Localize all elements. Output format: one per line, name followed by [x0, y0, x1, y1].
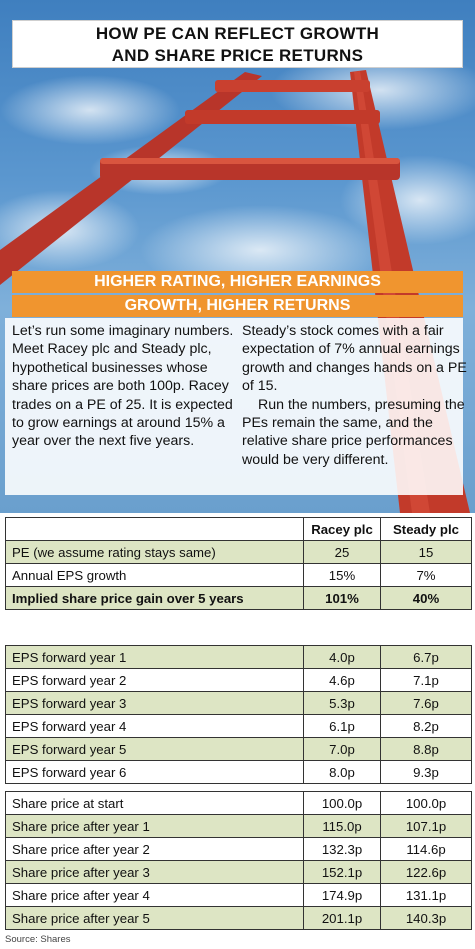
table-row: EPS forward year 2 4.6p 7.1p [5, 668, 472, 692]
steady-value: 8.8p [380, 737, 472, 761]
steady-value: 107.1p [380, 814, 472, 838]
table-row: EPS forward year 6 8.0p 9.3p [5, 760, 472, 784]
racey-value: 101% [303, 586, 381, 610]
subtitle-line-2: GROWTH, HIGHER RETURNS [12, 295, 463, 317]
racey-value: 4.6p [303, 668, 381, 692]
racey-value: 132.3p [303, 837, 381, 861]
racey-value: 15% [303, 563, 381, 587]
table-row: Share price after year 4 174.9p 131.1p [5, 883, 472, 907]
row-label: Share price after year 5 [5, 906, 304, 930]
body-text-left: Let’s run some imaginary numbers. Meet R… [12, 323, 234, 450]
steady-value: 9.3p [380, 760, 472, 784]
racey-value: 152.1p [303, 860, 381, 884]
table-row: Implied share price gain over 5 years 10… [5, 586, 472, 610]
racey-value: 8.0p [303, 760, 381, 784]
eps-table: EPS forward year 1 4.0p 6.7p EPS forward… [5, 645, 472, 784]
source-note: Source: Shares [5, 934, 71, 945]
body-text-right-p1: Steady’s stock comes with a fair expecta… [242, 323, 467, 395]
steady-value: 40% [380, 586, 472, 610]
row-label: EPS forward year 2 [5, 668, 304, 692]
steady-value: 140.3p [380, 906, 472, 930]
table-row: Share price at start 100.0p 100.0p [5, 791, 472, 815]
table-row: Share price after year 1 115.0p 107.1p [5, 814, 472, 838]
row-label: Share price at start [5, 791, 304, 815]
steady-value: 122.6p [380, 860, 472, 884]
racey-value: 100.0p [303, 791, 381, 815]
table-row: Share price after year 5 201.1p 140.3p [5, 906, 472, 930]
table-row: EPS forward year 3 5.3p 7.6p [5, 691, 472, 715]
racey-value: 6.1p [303, 714, 381, 738]
steady-value: 8.2p [380, 714, 472, 738]
steady-value: 6.7p [380, 645, 472, 669]
row-label: EPS forward year 6 [5, 760, 304, 784]
row-label: PE (we assume rating stays same) [5, 540, 304, 564]
title-line-2: AND SHARE PRICE RETURNS [111, 46, 364, 65]
steady-value: 100.0p [380, 791, 472, 815]
table-row: Share price after year 3 152.1p 122.6p [5, 860, 472, 884]
racey-value: 25 [303, 540, 381, 564]
header-blank [5, 517, 304, 541]
steady-value: 7% [380, 563, 472, 587]
summary-table: Racey plc Steady plc PE (we assume ratin… [5, 517, 472, 610]
racey-value: 201.1p [303, 906, 381, 930]
row-label: EPS forward year 5 [5, 737, 304, 761]
steady-value: 7.6p [380, 691, 472, 715]
racey-value: 115.0p [303, 814, 381, 838]
title-line-1: HOW PE CAN REFLECT GROWTH [95, 24, 380, 43]
header-racey: Racey plc [303, 517, 381, 541]
table-row: Annual EPS growth 15% 7% [5, 563, 472, 587]
row-label: Share price after year 1 [5, 814, 304, 838]
steady-value: 7.1p [380, 668, 472, 692]
steady-value: 114.6p [380, 837, 472, 861]
table-header-row: Racey plc Steady plc [5, 517, 472, 541]
text-panel [5, 318, 463, 495]
row-label: EPS forward year 4 [5, 714, 304, 738]
row-label: Implied share price gain over 5 years [5, 586, 304, 610]
body-text-right: Steady’s stock comes with a fair expecta… [242, 322, 467, 469]
row-label: EPS forward year 1 [5, 645, 304, 669]
row-label: Share price after year 2 [5, 837, 304, 861]
table-row: EPS forward year 1 4.0p 6.7p [5, 645, 472, 669]
steady-value: 15 [380, 540, 472, 564]
title-box: HOW PE CAN REFLECT GROWTH AND SHARE PRIC… [12, 20, 463, 68]
subtitle-line-1: HIGHER RATING, HIGHER EARNINGS [12, 271, 463, 293]
racey-value: 7.0p [303, 737, 381, 761]
share-price-table: Share price at start 100.0p 100.0p Share… [5, 791, 472, 930]
racey-value: 174.9p [303, 883, 381, 907]
row-label: EPS forward year 3 [5, 691, 304, 715]
table-row: Share price after year 2 132.3p 114.6p [5, 837, 472, 861]
steady-value: 131.1p [380, 883, 472, 907]
table-row: EPS forward year 4 6.1p 8.2p [5, 714, 472, 738]
table-row: PE (we assume rating stays same) 25 15 [5, 540, 472, 564]
table-row: EPS forward year 5 7.0p 8.8p [5, 737, 472, 761]
racey-value: 5.3p [303, 691, 381, 715]
row-label: Annual EPS growth [5, 563, 304, 587]
header-steady: Steady plc [380, 517, 472, 541]
body-text-right-p2: Run the numbers, presuming the PEs remai… [242, 396, 465, 468]
row-label: Share price after year 4 [5, 883, 304, 907]
hero-image: HOW PE CAN REFLECT GROWTH AND SHARE PRIC… [0, 0, 475, 513]
racey-value: 4.0p [303, 645, 381, 669]
row-label: Share price after year 3 [5, 860, 304, 884]
